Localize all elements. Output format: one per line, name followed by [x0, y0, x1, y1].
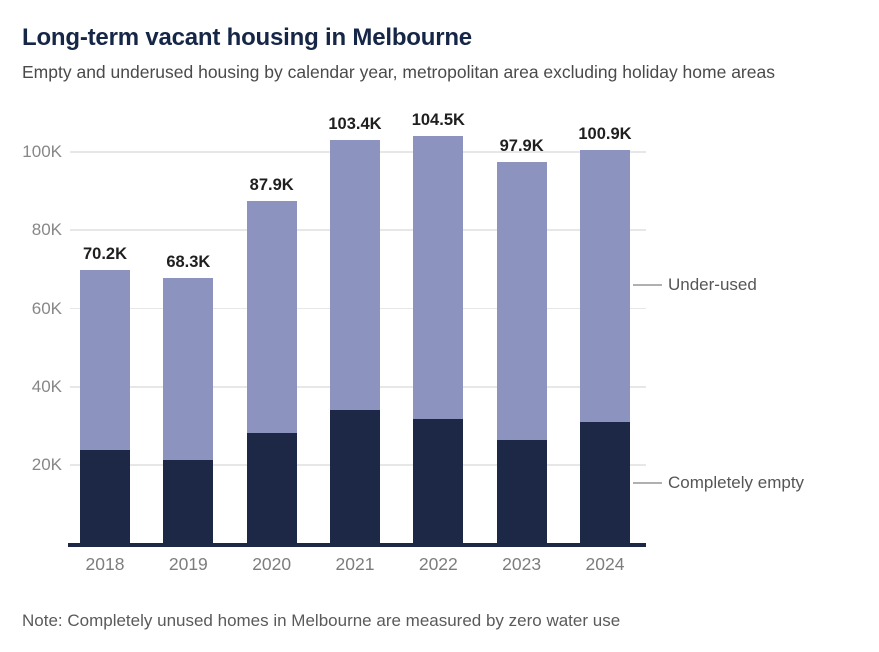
legend-connector-line: [633, 482, 662, 484]
legend-connector-line: [633, 284, 662, 286]
x-axis-tick-label: 2024: [585, 554, 625, 574]
x-axis-tick-label: 2023: [502, 554, 542, 574]
y-axis-tick-label: 60K: [31, 298, 62, 318]
bar-segment-completely-empty[interactable]: [80, 449, 130, 545]
bar-segment-completely-empty[interactable]: [579, 421, 630, 545]
bar-total-label: 70.2K: [82, 245, 128, 264]
bar-segment-under-used[interactable]: [413, 135, 464, 419]
bar-total-label: 87.9K: [249, 175, 294, 194]
y-axis-tick-label: 20K: [31, 455, 62, 475]
bar-segment-under-used[interactable]: [329, 140, 380, 410]
x-axis-tick-label: 2018: [85, 554, 125, 574]
bar-segment-completely-empty[interactable]: [496, 439, 547, 545]
x-axis-tick-label: 2022: [418, 554, 458, 574]
x-axis-tick-label: 2021: [335, 554, 375, 574]
bar-segment-completely-empty[interactable]: [329, 409, 380, 545]
bar-total-label: 104.5K: [411, 110, 465, 129]
bar-segment-under-used[interactable]: [246, 200, 297, 434]
x-axis-line: [68, 543, 646, 547]
x-axis-tick-label: 2020: [252, 554, 292, 574]
bar-segment-under-used[interactable]: [80, 270, 130, 450]
chart-note: Note: Completely unused homes in Melbour…: [22, 611, 621, 630]
bar-segment-completely-empty[interactable]: [413, 418, 464, 545]
bar-total-label: 100.9K: [578, 124, 632, 143]
chart-title: Long-term vacant housing in Melbourne: [22, 24, 472, 51]
bar-segment-completely-empty[interactable]: [246, 433, 297, 545]
y-axis-tick-label: 40K: [31, 376, 62, 396]
bar-segment-under-used[interactable]: [579, 149, 630, 422]
bar-segment-under-used[interactable]: [496, 161, 547, 440]
x-axis-tick-label: 2019: [168, 554, 208, 574]
bar-total-label: 97.9K: [499, 136, 544, 155]
bar-segment-completely-empty[interactable]: [163, 459, 214, 545]
y-axis-tick-label: 100K: [22, 141, 62, 161]
bar-total-label: 103.4K: [328, 115, 382, 134]
bar-segment-under-used[interactable]: [163, 277, 214, 460]
legend-label-under-used: Under-used: [668, 275, 757, 295]
bar-total-label: 68.3K: [166, 252, 211, 271]
y-axis-tick-label: 80K: [31, 220, 62, 240]
chart-subtitle: Empty and underused housing by calendar …: [22, 62, 775, 82]
legend-label-completely-empty: Completely empty: [668, 473, 805, 493]
